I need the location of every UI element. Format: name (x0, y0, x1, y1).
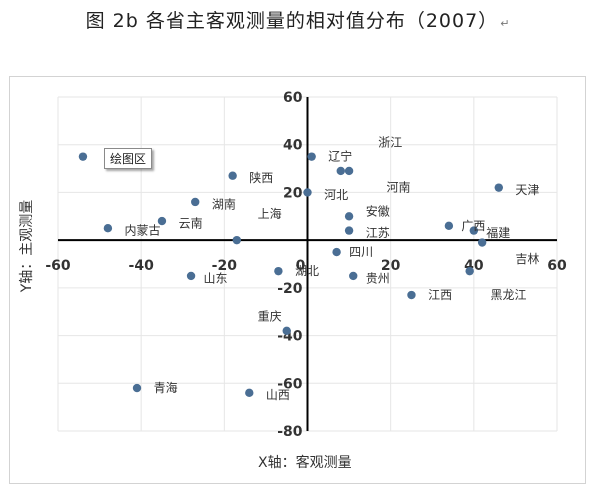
data-point (336, 166, 345, 176)
point-label: 山西 (266, 388, 290, 402)
data-point (469, 226, 479, 235)
point-label: 黑龙江 (490, 288, 526, 302)
data-point (282, 326, 291, 335)
chart-title: 图 2b 各省主客观测量的相对值分布（2007） ↵ (0, 6, 596, 33)
point-label: 江苏 (366, 226, 390, 240)
point-label: 内蒙古 (125, 223, 161, 238)
point-label: 四川 (349, 245, 373, 259)
data-point (344, 212, 354, 221)
point-label: 河南 (387, 180, 411, 195)
chart-area-border (9, 76, 586, 484)
point-label: 吉林 (515, 252, 539, 266)
data-point (307, 152, 316, 161)
x-tick-label: -20 (212, 258, 238, 274)
data-point (78, 152, 88, 161)
y-tick-label: -60 (277, 376, 303, 392)
y-tick-label: 60 (283, 90, 303, 106)
point-label: 陕西 (249, 170, 273, 185)
x-tick-label: -40 (129, 258, 155, 274)
return-mark: ↵ (500, 17, 511, 30)
y-tick-label: -80 (277, 424, 303, 440)
data-point (191, 197, 200, 207)
point-label: 山东 (204, 271, 228, 285)
data-points (78, 152, 503, 398)
data-point (332, 247, 341, 257)
axes (58, 97, 557, 431)
point-label: 湖北 (295, 263, 319, 278)
point-label: 安徽 (366, 204, 390, 219)
point-label: 重庆 (258, 309, 282, 323)
data-point (303, 188, 312, 197)
data-point (407, 290, 416, 300)
y-axis-title: Y轴：主观测量 (19, 199, 35, 293)
data-point (344, 226, 354, 235)
point-label: 江西 (428, 288, 452, 302)
data-point (103, 224, 113, 233)
data-point (477, 238, 487, 247)
data-point (349, 271, 358, 281)
point-label: 河北 (324, 188, 348, 202)
data-point (465, 266, 474, 276)
point-label: 广西 (461, 219, 485, 233)
point-label: 贵州 (366, 271, 390, 285)
x-tick-label: -60 (45, 258, 71, 274)
point-label: 浙江 (378, 135, 402, 149)
data-point (232, 235, 242, 245)
data-point (186, 271, 196, 281)
chart-title-text: 图 2b 各省主客观测量的相对值分布（2007） (85, 10, 499, 32)
data-point (245, 388, 254, 398)
plot-area-tooltip: 绘图区 (104, 148, 153, 169)
point-label: 辽宁 (328, 149, 352, 164)
data-point (274, 266, 283, 276)
data-point (444, 221, 454, 231)
x-tick-label: 60 (547, 258, 567, 274)
point-label: 青海 (154, 380, 178, 395)
point-label: 湖南 (212, 196, 236, 211)
point-label: 上海 (258, 206, 282, 221)
x-tick-label: 20 (381, 258, 401, 274)
point-label: 福建 (486, 225, 510, 240)
x-axis-title: X轴：客观测量 (258, 455, 352, 471)
x-tick-label: 0 (296, 258, 306, 274)
data-point (157, 216, 167, 226)
data-point (228, 171, 237, 180)
y-tick-label: 40 (283, 138, 303, 154)
data-point (494, 183, 503, 192)
data-point (132, 383, 142, 393)
y-tick-label: 20 (283, 185, 303, 201)
point-label: 天津 (515, 183, 539, 197)
point-label: 云南 (179, 215, 203, 230)
data-point (344, 166, 354, 176)
y-tick-label: -20 (277, 281, 303, 297)
